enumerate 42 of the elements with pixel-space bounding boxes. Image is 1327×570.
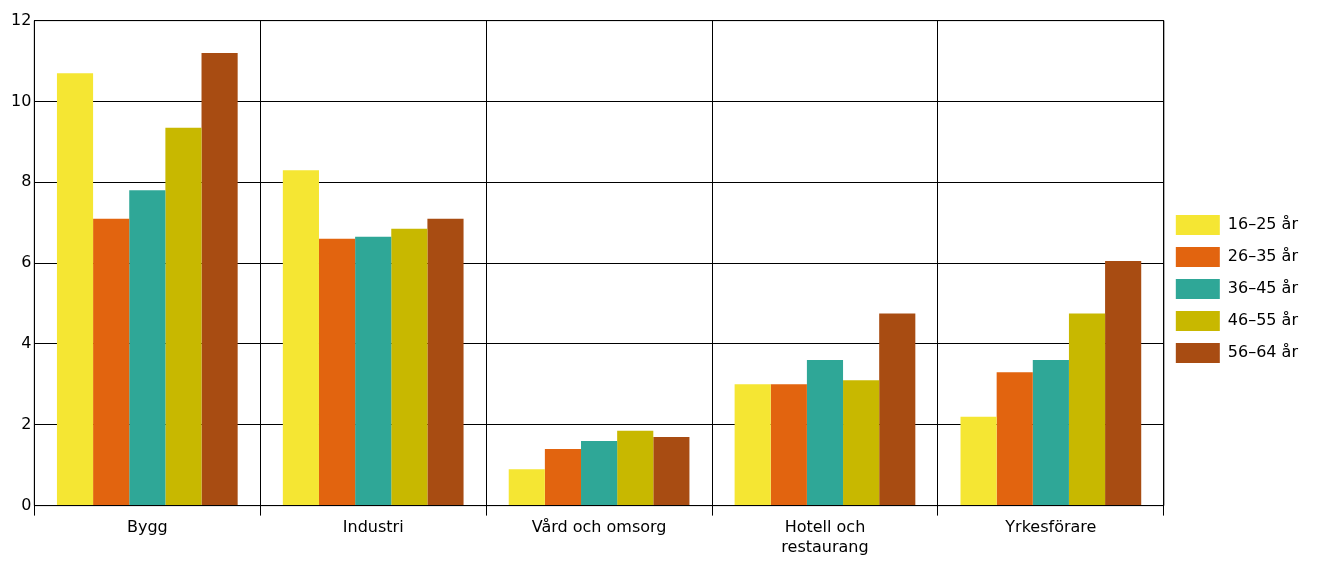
bar	[391, 228, 428, 506]
bar	[653, 436, 690, 506]
bar	[996, 372, 1033, 506]
bar	[318, 238, 356, 506]
bar	[427, 218, 464, 506]
legend-label: 16–25 år	[1227, 214, 1299, 234]
bar	[56, 73, 94, 506]
y-tick-label: 2	[21, 413, 32, 433]
legend-label: 26–35 år	[1227, 246, 1299, 266]
x-tick-label: Industri	[342, 517, 404, 537]
bar	[734, 384, 771, 506]
bar	[201, 52, 238, 506]
bar	[93, 218, 130, 506]
y-tick-label: 8	[21, 171, 32, 191]
y-tick-label: 6	[21, 252, 32, 272]
bar	[1032, 360, 1069, 506]
bar	[544, 449, 582, 506]
bar	[617, 430, 654, 506]
y-tick-label: 4	[21, 333, 32, 353]
bar	[960, 416, 997, 506]
bar	[806, 360, 844, 506]
x-tick-label: Vård och omsorg	[531, 517, 667, 537]
x-tick-label: Bygg	[126, 517, 168, 537]
bar	[879, 313, 916, 506]
bar	[1105, 261, 1142, 506]
bar	[1068, 313, 1106, 506]
x-tick-label: Hotell och restaurang	[781, 517, 869, 556]
y-tick-label: 10	[11, 90, 32, 110]
bar	[508, 469, 545, 506]
bar	[581, 440, 618, 506]
legend-label: 36–45 år	[1227, 278, 1299, 298]
bar	[282, 170, 319, 506]
bar	[770, 384, 807, 506]
y-tick-label: 0	[21, 494, 32, 514]
bar	[843, 380, 880, 506]
x-tick-label: Yrkesförare	[1004, 517, 1097, 537]
y-tick-label: 12	[11, 9, 32, 29]
legend-label: 46–55 år	[1227, 310, 1299, 330]
bar	[165, 127, 202, 506]
bar	[355, 236, 392, 506]
bar	[129, 190, 166, 506]
legend-label: 56–64 år	[1227, 342, 1299, 362]
